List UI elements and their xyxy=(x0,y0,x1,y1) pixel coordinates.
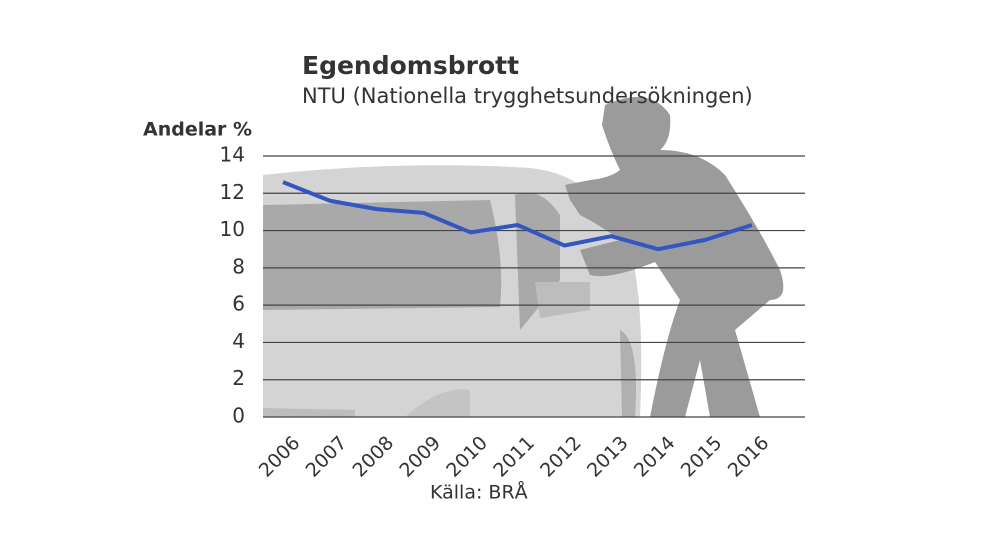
x-tick-label: 2008 xyxy=(348,432,398,482)
x-tick-label: 2015 xyxy=(677,432,727,482)
x-tick-label: 2007 xyxy=(302,432,352,482)
data-line xyxy=(282,180,753,252)
x-tick-label: 2010 xyxy=(442,432,492,482)
source: Källa: BRÅ xyxy=(430,481,528,504)
chart-title: Egendomsbrott xyxy=(302,51,519,80)
chart-subtitle: NTU (Nationella trygghetsundersökningen) xyxy=(302,84,753,108)
y-tick-label: 10 xyxy=(220,217,245,241)
y-axis-label: Andelar % xyxy=(143,119,252,141)
x-tick-label: 2009 xyxy=(395,432,445,482)
background-illustration xyxy=(263,97,784,417)
y-tick-label: 12 xyxy=(220,180,245,204)
x-tick-label: 2006 xyxy=(255,432,305,482)
y-tick-label: 14 xyxy=(220,143,245,167)
y-tick-label: 6 xyxy=(232,292,245,316)
y-tick-label: 8 xyxy=(232,254,245,278)
y-tick-label: 0 xyxy=(232,404,245,428)
x-tick-label: 2012 xyxy=(536,432,586,482)
y-tick-label: 2 xyxy=(232,366,245,390)
x-tick-label: 2011 xyxy=(489,432,539,482)
x-tick-label: 2014 xyxy=(630,432,680,482)
x-tick-label: 2013 xyxy=(583,432,633,482)
y-tick-label: 4 xyxy=(232,329,245,353)
x-tick-label: 2016 xyxy=(724,432,774,482)
